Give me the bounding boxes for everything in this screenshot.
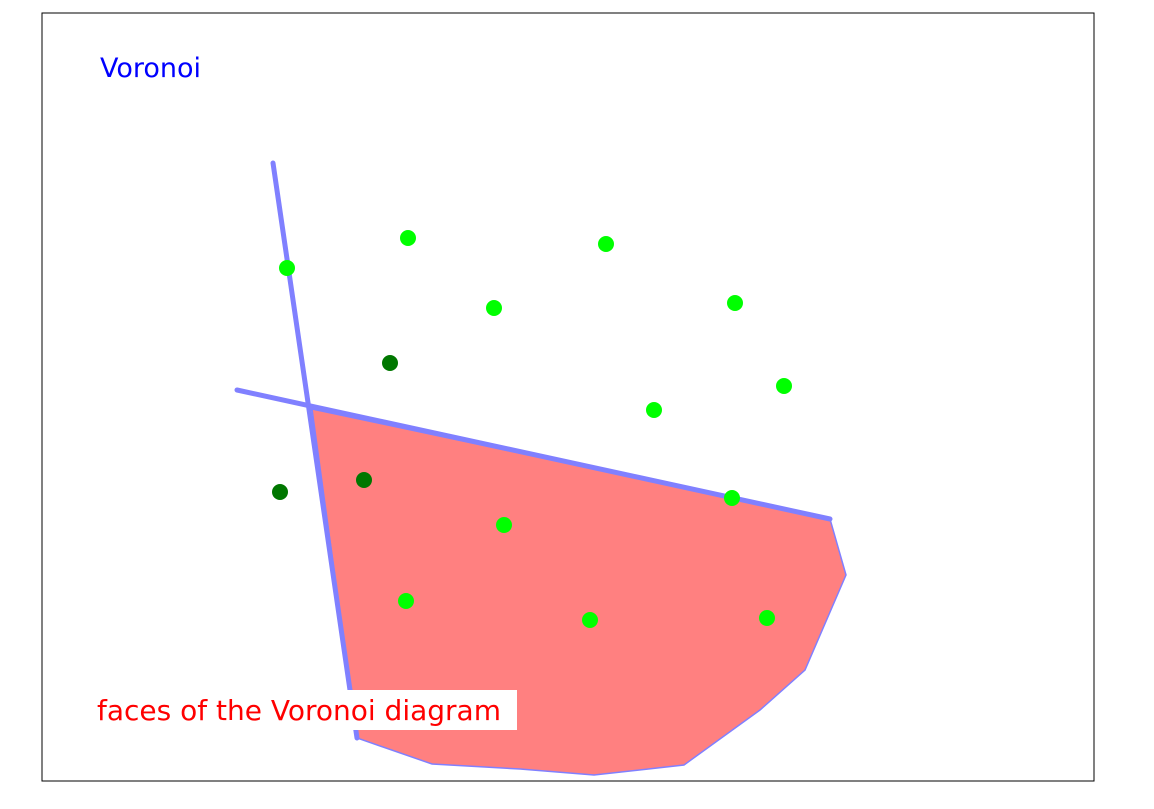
site-point	[582, 612, 598, 628]
site-point-dark	[356, 472, 372, 488]
site-point	[646, 402, 662, 418]
site-point	[496, 517, 512, 533]
caption-background	[92, 690, 517, 730]
site-point	[398, 593, 414, 609]
site-point	[400, 230, 416, 246]
site-point	[598, 236, 614, 252]
diagram-caption: faces of the Voronoi diagram	[97, 694, 501, 727]
site-point	[727, 295, 743, 311]
diagram-frame	[41, 12, 1095, 782]
site-point	[279, 260, 295, 276]
site-point	[776, 378, 792, 394]
diagram-title: Voronoi	[100, 53, 201, 84]
site-point	[724, 490, 740, 506]
voronoi-edge-vertical	[270, 160, 360, 741]
voronoi-face	[311, 408, 847, 776]
site-point	[759, 610, 775, 626]
site-point-dark	[272, 484, 288, 500]
site-point	[486, 300, 502, 316]
voronoi-sites	[272, 230, 792, 628]
site-point-dark	[382, 355, 398, 371]
